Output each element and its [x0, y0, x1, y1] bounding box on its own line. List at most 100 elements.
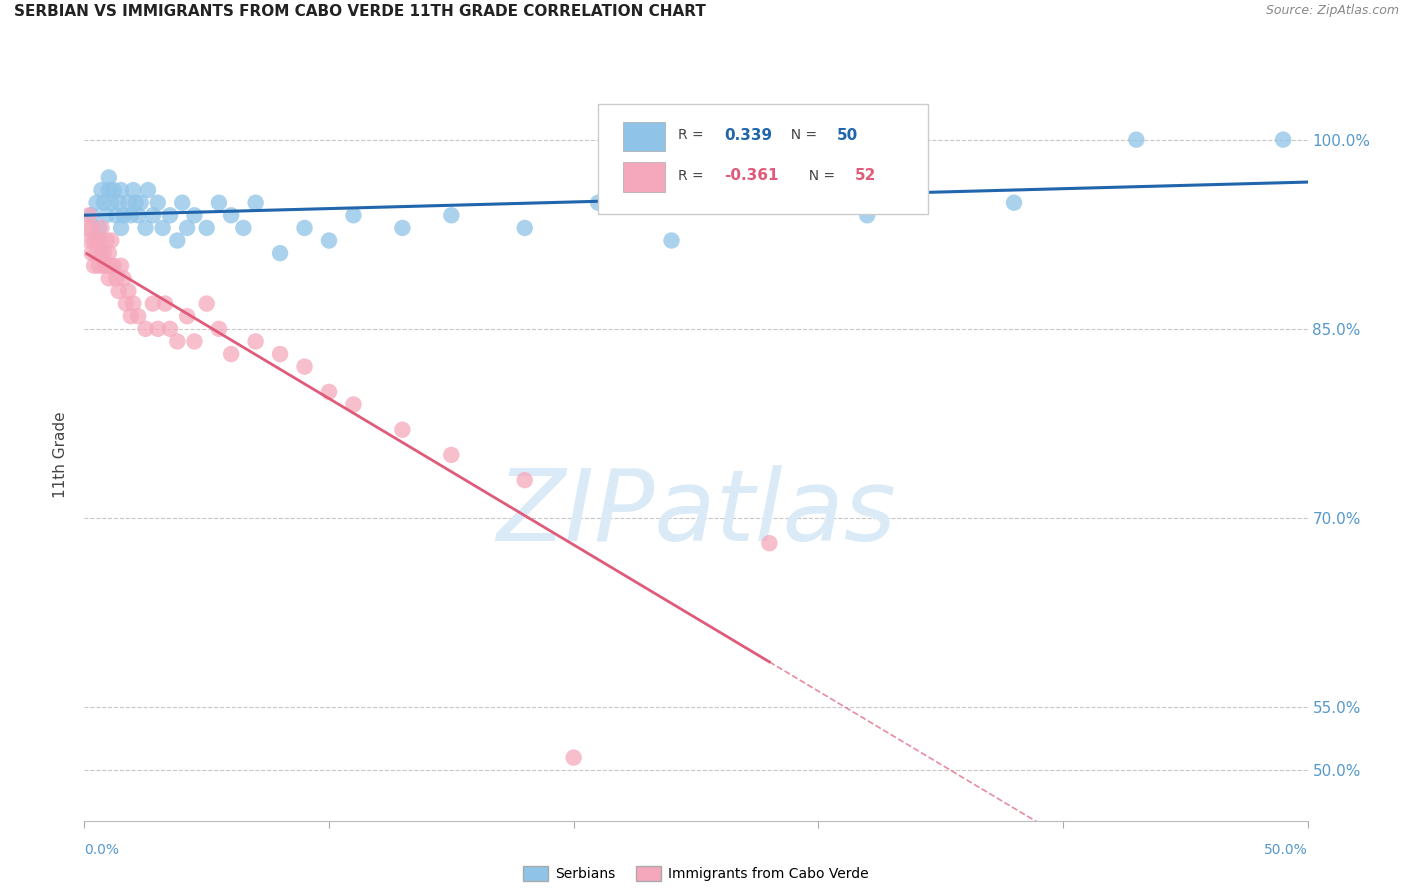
Text: N =: N = — [800, 169, 839, 183]
Point — [80, 208, 103, 222]
Point — [105, 271, 128, 285]
Point — [318, 384, 340, 399]
FancyBboxPatch shape — [623, 122, 665, 152]
Text: 50.0%: 50.0% — [1264, 843, 1308, 857]
Point — [562, 750, 585, 764]
Point — [87, 234, 110, 248]
Point — [661, 234, 683, 248]
Point — [758, 536, 780, 550]
Point — [112, 208, 135, 222]
Point — [135, 322, 157, 336]
Point — [122, 183, 145, 197]
Point — [120, 309, 142, 323]
Point — [219, 347, 242, 361]
Point — [166, 334, 188, 349]
Point — [107, 195, 129, 210]
Point — [294, 359, 316, 374]
Point — [758, 195, 780, 210]
Point — [117, 195, 139, 210]
Y-axis label: 11th Grade: 11th Grade — [53, 411, 69, 499]
Text: R =: R = — [678, 169, 707, 183]
Point — [195, 296, 218, 310]
FancyBboxPatch shape — [623, 162, 665, 192]
Point — [513, 221, 536, 235]
Point — [342, 397, 364, 411]
Point — [125, 195, 148, 210]
Point — [122, 296, 145, 310]
Point — [86, 195, 108, 210]
Point — [127, 208, 149, 222]
Text: -0.361: -0.361 — [724, 168, 779, 183]
Point — [208, 195, 231, 210]
Point — [97, 170, 120, 185]
Point — [83, 234, 105, 248]
Point — [120, 208, 142, 222]
Point — [269, 246, 291, 260]
Point — [166, 234, 188, 248]
Point — [152, 221, 174, 235]
Point — [146, 195, 169, 210]
Point — [100, 259, 122, 273]
Point — [146, 322, 169, 336]
Point — [135, 221, 157, 235]
Point — [86, 234, 108, 248]
Point — [96, 208, 118, 222]
Point — [294, 221, 316, 235]
Point — [93, 195, 115, 210]
Point — [342, 208, 364, 222]
Point — [136, 183, 159, 197]
Point — [159, 322, 181, 336]
Point — [1125, 133, 1147, 147]
Point — [80, 246, 103, 260]
Point — [115, 296, 138, 310]
Point — [110, 259, 132, 273]
Point — [97, 271, 120, 285]
Point — [77, 234, 100, 248]
Point — [77, 208, 100, 222]
Point — [100, 195, 122, 210]
Point — [80, 221, 103, 235]
Point — [110, 183, 132, 197]
Point — [96, 234, 118, 248]
Point — [96, 259, 118, 273]
Point — [76, 221, 98, 235]
Point — [245, 195, 267, 210]
Point — [93, 259, 115, 273]
Point — [110, 221, 132, 235]
Point — [269, 347, 291, 361]
Point — [586, 195, 609, 210]
Point — [219, 208, 242, 222]
Point — [159, 208, 181, 222]
Point — [440, 208, 463, 222]
Point — [195, 221, 218, 235]
Point — [142, 208, 165, 222]
Point — [183, 208, 205, 222]
Point — [112, 271, 135, 285]
Point — [86, 246, 108, 260]
Point — [90, 221, 112, 235]
Point — [1272, 133, 1295, 147]
Text: N =: N = — [782, 128, 821, 143]
Point — [117, 284, 139, 298]
Text: 0.0%: 0.0% — [84, 843, 120, 857]
Point — [440, 448, 463, 462]
FancyBboxPatch shape — [598, 103, 928, 213]
Point — [97, 246, 120, 260]
Point — [100, 234, 122, 248]
Point — [153, 296, 176, 310]
Point — [90, 183, 112, 197]
Point — [87, 259, 110, 273]
Point — [172, 195, 194, 210]
Point — [87, 221, 110, 235]
Point — [391, 423, 413, 437]
Point — [513, 473, 536, 487]
Point — [318, 234, 340, 248]
Point — [208, 322, 231, 336]
Point — [856, 208, 879, 222]
Point — [183, 334, 205, 349]
Text: 52: 52 — [855, 168, 876, 183]
Point — [142, 296, 165, 310]
Point — [103, 259, 125, 273]
Text: SERBIAN VS IMMIGRANTS FROM CABO VERDE 11TH GRADE CORRELATION CHART: SERBIAN VS IMMIGRANTS FROM CABO VERDE 11… — [14, 4, 706, 20]
Point — [103, 183, 125, 197]
